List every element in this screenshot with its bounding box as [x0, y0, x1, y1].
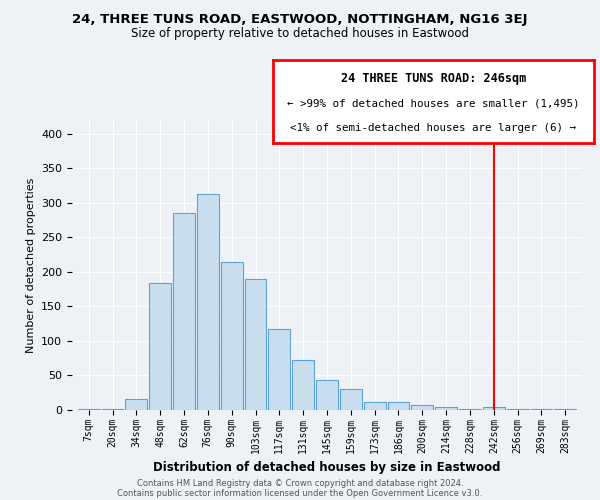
Bar [316, 380, 338, 410]
Bar [388, 402, 409, 410]
Y-axis label: Number of detached properties: Number of detached properties [26, 178, 35, 352]
Bar [412, 405, 433, 410]
Text: Size of property relative to detached houses in Eastwood: Size of property relative to detached ho… [131, 28, 469, 40]
Bar [364, 402, 386, 410]
Bar [197, 194, 219, 410]
Bar [435, 406, 457, 410]
Text: <1% of semi-detached houses are larger (6) →: <1% of semi-detached houses are larger (… [290, 122, 577, 132]
Text: ← >99% of detached houses are smaller (1,495): ← >99% of detached houses are smaller (1… [287, 98, 580, 108]
Bar [125, 399, 148, 410]
Bar [268, 329, 290, 410]
X-axis label: Distribution of detached houses by size in Eastwood: Distribution of detached houses by size … [153, 461, 501, 474]
Bar [221, 262, 242, 410]
Bar [173, 213, 195, 410]
Bar [149, 283, 171, 410]
Bar [245, 279, 266, 410]
Text: Contains public sector information licensed under the Open Government Licence v3: Contains public sector information licen… [118, 488, 482, 498]
Bar [340, 388, 362, 410]
Bar [483, 406, 505, 410]
Text: 24 THREE TUNS ROAD: 246sqm: 24 THREE TUNS ROAD: 246sqm [341, 72, 526, 85]
Text: Contains HM Land Registry data © Crown copyright and database right 2024.: Contains HM Land Registry data © Crown c… [137, 478, 463, 488]
Text: 24, THREE TUNS ROAD, EASTWOOD, NOTTINGHAM, NG16 3EJ: 24, THREE TUNS ROAD, EASTWOOD, NOTTINGHA… [72, 12, 528, 26]
Bar [292, 360, 314, 410]
